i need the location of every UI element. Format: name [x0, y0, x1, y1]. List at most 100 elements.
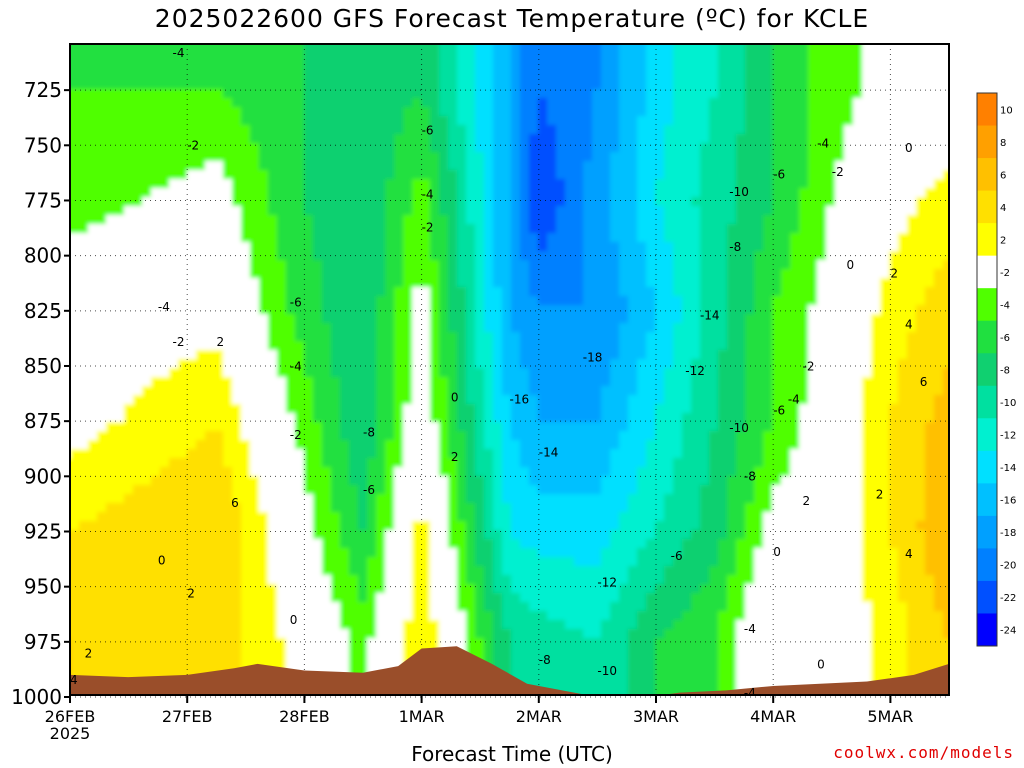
- heat-cell: [349, 458, 359, 468]
- heat-cell: [565, 485, 575, 495]
- heat-cell: [142, 188, 152, 198]
- heat-cell: [610, 611, 620, 621]
- heat-cell: [304, 584, 314, 594]
- heat-cell: [421, 341, 431, 351]
- heat-cell: [502, 377, 512, 387]
- heat-cell: [556, 611, 566, 621]
- heat-cell: [196, 557, 206, 567]
- heat-cell: [340, 431, 350, 441]
- heat-cell: [592, 89, 602, 99]
- heat-cell: [268, 215, 278, 225]
- heat-cell: [457, 638, 467, 648]
- heat-cell: [70, 143, 80, 153]
- heat-cell: [187, 89, 197, 99]
- heat-cell: [70, 521, 80, 531]
- heat-cell: [430, 386, 440, 396]
- heat-cell: [97, 242, 107, 252]
- heat-cell: [475, 476, 485, 486]
- heat-cell: [376, 188, 386, 198]
- heat-cell: [493, 341, 503, 351]
- heat-cell: [601, 395, 611, 405]
- heat-cell: [286, 134, 296, 144]
- heat-cell: [250, 422, 260, 432]
- heat-cell: [97, 278, 107, 288]
- heat-cell: [259, 278, 269, 288]
- heat-cell: [322, 440, 332, 450]
- heat-cell: [394, 476, 404, 486]
- heat-cell: [412, 584, 422, 594]
- heat-cell: [304, 440, 314, 450]
- heat-cell: [628, 305, 638, 315]
- heat-cell: [313, 638, 323, 648]
- heat-cell: [520, 323, 530, 333]
- heat-cell: [169, 377, 179, 387]
- heat-cell: [223, 260, 233, 270]
- heat-cell: [583, 143, 593, 153]
- heat-cell: [88, 512, 98, 522]
- heat-cell: [367, 206, 377, 216]
- heat-cell: [286, 206, 296, 216]
- heat-cell: [385, 152, 395, 162]
- heat-cell: [466, 197, 476, 207]
- heat-cell: [448, 305, 458, 315]
- heat-cell: [475, 296, 485, 306]
- heat-cell: [133, 80, 143, 90]
- heat-cell: [421, 377, 431, 387]
- heat-cell: [70, 404, 80, 414]
- heat-cell: [538, 404, 548, 414]
- heat-cell: [232, 575, 242, 585]
- heat-cell: [115, 98, 125, 108]
- heat-cell: [295, 584, 305, 594]
- heat-cell: [268, 386, 278, 396]
- heat-cell: [484, 548, 494, 558]
- heat-cell: [394, 143, 404, 153]
- heat-cell: [574, 53, 584, 63]
- heat-cell: [628, 341, 638, 351]
- heat-cell: [286, 359, 296, 369]
- heat-cell: [376, 287, 386, 297]
- heat-cell: [160, 458, 170, 468]
- heat-cell: [448, 278, 458, 288]
- heat-cell: [547, 188, 557, 198]
- heat-cell: [637, 233, 647, 243]
- heat-cell: [268, 323, 278, 333]
- heat-cell: [286, 656, 296, 666]
- heat-cell: [97, 251, 107, 261]
- heat-cell: [637, 197, 647, 207]
- heat-cell: [223, 377, 233, 387]
- heat-cell: [466, 323, 476, 333]
- heat-cell: [106, 638, 116, 648]
- heat-cell: [619, 332, 629, 342]
- heat-cell: [232, 413, 242, 423]
- heat-cell: [70, 260, 80, 270]
- heat-cell: [169, 233, 179, 243]
- heat-cell: [439, 485, 449, 495]
- heat-cell: [358, 53, 368, 63]
- heat-cell: [610, 656, 620, 666]
- heat-cell: [268, 530, 278, 540]
- heat-cell: [133, 449, 143, 459]
- heat-cell: [214, 287, 224, 297]
- heat-cell: [241, 206, 251, 216]
- heat-cell: [97, 125, 107, 135]
- heat-cell: [106, 260, 116, 270]
- heat-cell: [313, 215, 323, 225]
- heat-cell: [385, 359, 395, 369]
- heat-cell: [259, 602, 269, 612]
- heat-cell: [187, 530, 197, 540]
- heat-cell: [169, 512, 179, 522]
- heat-cell: [223, 215, 233, 225]
- heat-cell: [475, 89, 485, 99]
- heat-cell: [133, 89, 143, 99]
- heat-cell: [520, 449, 530, 459]
- heat-cell: [475, 503, 485, 513]
- heat-cell: [637, 242, 647, 252]
- heat-cell: [484, 125, 494, 135]
- heat-cell: [556, 422, 566, 432]
- heat-cell: [376, 413, 386, 423]
- heat-cell: [178, 287, 188, 297]
- heat-cell: [340, 656, 350, 666]
- heat-cell: [565, 539, 575, 549]
- heat-cell: [241, 548, 251, 558]
- heat-cell: [322, 242, 332, 252]
